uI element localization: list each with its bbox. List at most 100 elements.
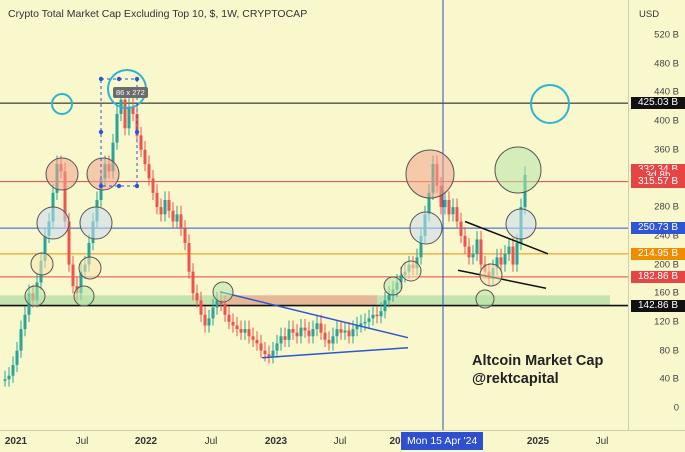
price-tick-label: 440 B: [654, 86, 679, 98]
candle-body: [159, 207, 163, 215]
candle-body: [203, 314, 207, 326]
candle-body: [387, 294, 391, 301]
candle-body: [335, 329, 339, 337]
price-tick-label: 0: [673, 402, 679, 414]
candle-body: [371, 314, 375, 319]
candle-body: [211, 307, 215, 319]
candle-body: [43, 235, 47, 261]
candle-body: [183, 228, 187, 244]
candle-body: [147, 164, 151, 179]
candle-body: [163, 199, 167, 215]
candle-body: [343, 330, 347, 333]
candle-body: [139, 135, 143, 150]
candle-body: [191, 271, 195, 294]
candle-body: [499, 257, 503, 265]
candle-body: [187, 243, 191, 272]
candle-body: [247, 329, 251, 337]
candle-body: [195, 293, 199, 301]
price-tick-label: 40 B: [659, 373, 679, 385]
price-tick-label: 200 B: [654, 259, 679, 271]
candle-body: [331, 336, 335, 344]
candle-body: [223, 303, 227, 315]
annotation-circle: [494, 146, 542, 194]
candle-body: [427, 192, 431, 215]
price-tick-label: 80 B: [659, 345, 679, 357]
candle-body: [467, 246, 471, 258]
candle-body: [287, 329, 291, 340]
measure-handle: [134, 129, 140, 135]
candle-body: [215, 300, 219, 308]
candle-body: [19, 329, 23, 351]
chart-title: Crypto Total Market Cap Excluding Top 10…: [8, 8, 308, 20]
annotation-circle: [51, 93, 73, 115]
price-tick-label: 480 B: [654, 58, 679, 70]
measure-handle: [98, 183, 104, 189]
candle-body: [443, 199, 447, 208]
measure-handle: [134, 76, 140, 82]
candle-body: [135, 113, 139, 136]
candle-body: [7, 375, 11, 380]
time-tick-label: 2023: [264, 436, 288, 447]
candle-body: [299, 327, 303, 337]
candle-body: [303, 327, 307, 331]
price-tick-label: 120 B: [654, 316, 679, 328]
cursor-date-label: Mon 15 Apr '24: [401, 432, 484, 450]
candle-body: [419, 235, 423, 258]
price-level-tag: 182.86 B: [631, 270, 685, 283]
candle-body: [255, 339, 259, 344]
annotation-circle: [24, 285, 46, 307]
candle-body: [379, 311, 383, 317]
time-tick-label: 20: [389, 436, 401, 447]
price-tick-label: 240 B: [654, 230, 679, 242]
annotation-circle: [86, 157, 120, 191]
candle-body: [367, 318, 371, 322]
candle-body: [63, 171, 67, 222]
time-tick-label: 2021: [4, 436, 28, 447]
candle-body: [227, 314, 231, 322]
candle-body: [439, 185, 443, 208]
candle-body: [127, 106, 131, 129]
candle-body: [175, 214, 179, 222]
annotation-circle: [400, 260, 422, 282]
candle-body: [479, 239, 483, 265]
candle-body: [167, 199, 171, 211]
price-tick-label: 280 B: [654, 201, 679, 213]
annotation-circle: [45, 157, 79, 191]
candle-body: [171, 210, 175, 222]
candle-body: [327, 339, 331, 344]
ascending-trendline: [261, 346, 409, 359]
price-tick-label: 400 B: [654, 115, 679, 127]
candle-body: [339, 329, 343, 333]
candle-body: [471, 253, 475, 258]
candle-body: [131, 106, 135, 114]
measure-tooltip: 86 x 272: [113, 87, 148, 98]
annotation-circle: [505, 208, 537, 240]
measure-handle: [134, 183, 140, 189]
candle-body: [447, 199, 451, 215]
plot-area[interactable]: Crypto Total Market Cap Excluding Top 10…: [0, 0, 628, 430]
price-chart[interactable]: [0, 0, 628, 430]
candle-body: [311, 329, 315, 337]
candle-body: [271, 350, 275, 357]
time-axis[interactable]: 2021 Jul 2022 Jul 2023 Jul 20 2025 Jul Mon 15 Ap…: [0, 430, 685, 452]
candle-body: [503, 253, 507, 265]
candle-body: [243, 329, 247, 333]
currency-label[interactable]: USD: [639, 9, 660, 20]
candle-body: [155, 192, 159, 208]
time-tick-label: Jul: [204, 436, 218, 447]
candle-body: [347, 330, 351, 337]
candle-body: [375, 314, 379, 317]
candle-body: [143, 149, 147, 165]
candle-body: [475, 239, 479, 254]
candle-body: [315, 323, 319, 330]
annotation-circle: [79, 206, 113, 240]
time-tick-label: Jul: [333, 436, 347, 447]
candle-body: [151, 178, 155, 193]
time-tick-label: Jul: [595, 436, 609, 447]
candle-body: [275, 343, 279, 351]
candle-body: [279, 336, 283, 344]
price-level-tag: 142.86 B: [631, 299, 685, 312]
watermark-line-2: @rektcapital: [472, 371, 559, 387]
